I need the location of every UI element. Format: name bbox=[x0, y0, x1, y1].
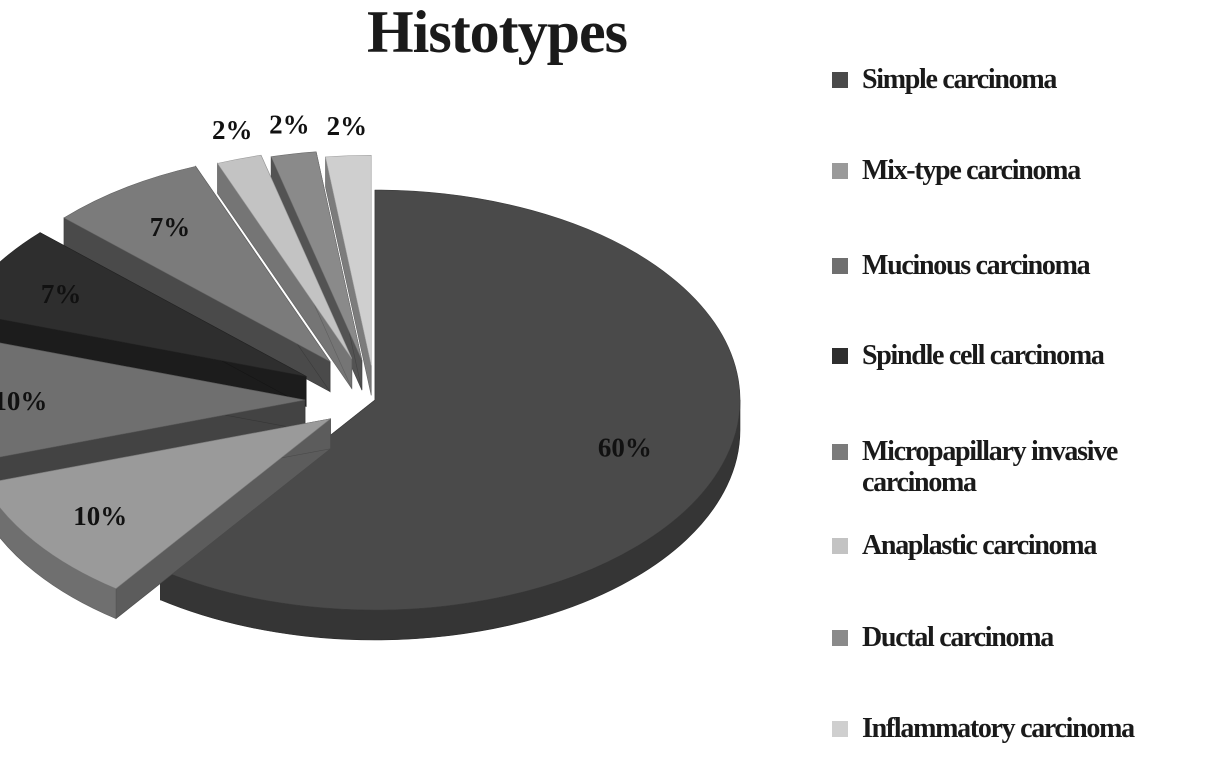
legend-swatch bbox=[832, 630, 848, 646]
legend-item: Anaplastic carcinoma bbox=[832, 530, 1202, 561]
pie-data-label-0: 60% bbox=[598, 433, 652, 463]
pie-slices bbox=[0, 151, 741, 641]
pie-data-label-2: 10% bbox=[0, 386, 47, 416]
pie-data-label-5: 2% bbox=[212, 115, 253, 145]
legend-label: Ductal carcinoma bbox=[862, 622, 1054, 653]
legend-label: Micropapillary invasive carcinoma bbox=[862, 436, 1118, 498]
pie-data-label-6: 2% bbox=[269, 110, 310, 140]
pie-slice-3 bbox=[0, 232, 307, 377]
pie-data-labels: 60% 10% 10% 7% 7% 2% 2% 2% bbox=[0, 110, 652, 532]
legend-label: Inflammatory carcinoma bbox=[862, 713, 1135, 744]
pie-slice-2 bbox=[0, 342, 306, 458]
pie-data-label-1: 10% bbox=[73, 501, 127, 531]
pie-slice-5 bbox=[216, 154, 353, 359]
legend-item: Simple carcinoma bbox=[832, 64, 1202, 95]
legend-swatch bbox=[832, 258, 848, 274]
pie-slice-4 bbox=[63, 166, 331, 362]
legend-swatch bbox=[832, 721, 848, 737]
legend-label: Simple carcinoma bbox=[862, 64, 1057, 95]
chart-title: Histotypes bbox=[367, 0, 627, 65]
legend-swatch bbox=[832, 348, 848, 364]
legend-swatch bbox=[832, 72, 848, 88]
legend-label: Mucinous carcinoma bbox=[862, 250, 1091, 281]
pie-data-label-7: 2% bbox=[327, 111, 368, 141]
legend-swatch bbox=[832, 163, 848, 179]
legend-swatch bbox=[832, 444, 848, 460]
legend: Simple carcinoma Mix-type carcinoma Mucino… bbox=[832, 0, 1202, 764]
pie-slice-6 bbox=[270, 151, 363, 361]
legend-item: Mix-type carcinoma bbox=[832, 155, 1202, 186]
legend-label: Anaplastic carcinoma bbox=[862, 530, 1097, 561]
pie-slice-0 bbox=[159, 189, 741, 611]
pie-chart-svg: Histotypes 60% 10% 10% 7% 7% 2% 2% 2% bbox=[0, 0, 741, 641]
legend-item: Mucinous carcinoma bbox=[832, 250, 1202, 281]
pie-data-label-3: 7% bbox=[41, 279, 82, 309]
pie-slice-7 bbox=[325, 154, 372, 366]
legend-label: Spindle cell carcinoma bbox=[862, 340, 1105, 371]
legend-swatch bbox=[832, 538, 848, 554]
pie-data-label-4: 7% bbox=[150, 212, 191, 242]
legend-item: Spindle cell carcinoma bbox=[832, 340, 1202, 371]
pie-slice-1 bbox=[0, 418, 331, 589]
legend-item: Micropapillary invasive carcinoma bbox=[832, 436, 1202, 498]
legend-item: Ductal carcinoma bbox=[832, 622, 1202, 653]
legend-label: Mix-type carcinoma bbox=[862, 155, 1081, 186]
legend-item: Inflammatory carcinoma bbox=[832, 713, 1202, 744]
